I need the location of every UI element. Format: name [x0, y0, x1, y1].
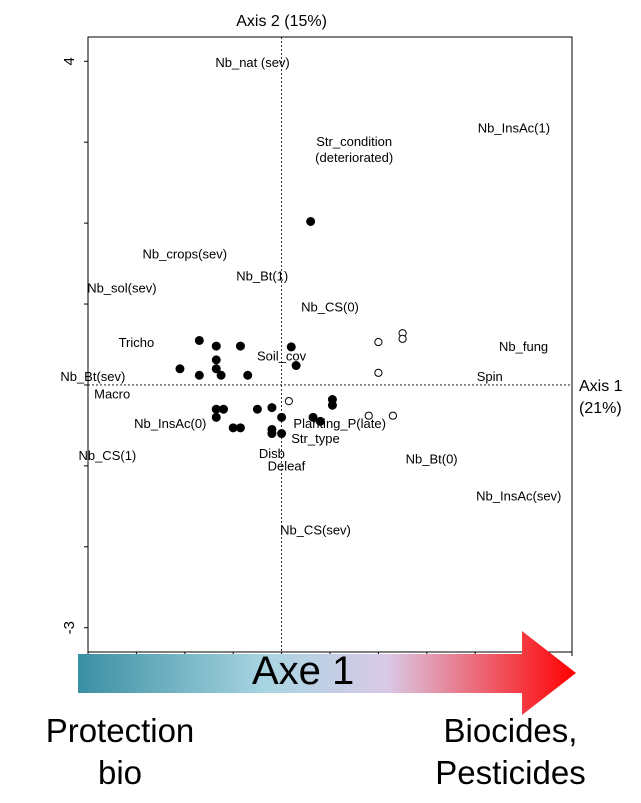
variable-label-line: Spin: [477, 369, 503, 384]
filled-point: [291, 361, 301, 371]
variable-label-line: Nb_fung: [499, 339, 548, 354]
variable-label: Spin: [477, 369, 503, 384]
variable-label-line: Nb_sol(sev): [87, 281, 156, 296]
filled-point: [315, 416, 325, 426]
filled-point: [175, 364, 185, 374]
variable-label: Nb_InsAc(1): [478, 120, 550, 135]
filled-point: [286, 342, 296, 352]
variable-label-line: Nb_Bt(sev): [60, 369, 125, 384]
variable-label-line: Str_type: [291, 431, 339, 446]
variable-label-line: Nb_crops(sev): [143, 247, 228, 262]
variable-label-line: Nb_InsAc(sev): [476, 489, 561, 504]
variable-label-line: Nb_CS(sev): [280, 523, 351, 538]
caption-left-line-2: bio: [97, 754, 143, 791]
open-point: [364, 411, 373, 420]
filled-point: [277, 412, 287, 422]
filled-point: [211, 412, 221, 422]
variable-label-line: Nb_nat (sev): [215, 55, 289, 70]
variable-label-line: Tricho: [119, 335, 155, 350]
caption-biocides-pesticides: Biocides, Pesticides: [380, 710, 641, 794]
variable-label: Tricho: [119, 335, 155, 350]
filled-point: [235, 423, 245, 433]
variable-label-line: Planting_P(late): [293, 416, 386, 431]
axe-1-gradient-arrow: [78, 631, 576, 715]
filled-point: [306, 217, 316, 226]
variable-label: Nb_InsAc(sev): [476, 489, 561, 504]
variable-label-line: (deteriorated): [315, 150, 393, 165]
axis-1-title: Axis 1 (21%): [579, 378, 623, 417]
filled-point: [219, 404, 229, 414]
filled-point: [216, 370, 226, 380]
variable-label: Str_type: [291, 431, 339, 446]
open-point: [284, 397, 293, 406]
variable-label: Macro: [94, 387, 130, 402]
axis-1-title-line: (21%): [579, 400, 622, 417]
variable-label-line: Nb_InsAc(0): [134, 416, 206, 431]
variable-label-line: Nb_Bt(0): [406, 451, 458, 466]
variable-label-line: Str_condition: [316, 134, 392, 149]
variable-label: Disb: [259, 446, 285, 461]
filled-point: [327, 400, 337, 410]
axis-1-title-line: Axis 1: [579, 378, 623, 395]
filled-point: [252, 404, 262, 414]
filled-point: [194, 370, 204, 380]
variable-label-line: Nb_CS(0): [301, 299, 359, 314]
variable-label: Nb_crops(sev): [143, 247, 228, 262]
variable-label: Soil_cov: [257, 349, 307, 364]
variable-label-line: Macro: [94, 387, 130, 402]
variable-label: Nb_InsAc(0): [134, 416, 206, 431]
variable-label: Deleaf: [268, 459, 306, 474]
caption-right-line-1: Biocides,: [443, 712, 578, 749]
filled-point: [235, 341, 245, 351]
variable-label: Nb_nat (sev): [215, 55, 289, 70]
variable-label: Nb_fung: [499, 339, 548, 354]
data-points: [175, 217, 407, 439]
variable-labels: Nb_nat (sev) Nb_InsAc(1) Str_condition (det…: [60, 55, 561, 538]
variable-label: Nb_CS(sev): [280, 523, 351, 538]
filled-point: [194, 335, 204, 345]
variable-label: Nb_Bt(1): [236, 269, 288, 284]
variable-label: Str_condition (deteriorated): [315, 134, 393, 165]
open-point: [374, 337, 383, 347]
filled-point: [243, 370, 253, 380]
filled-point: [308, 412, 318, 422]
variable-label-line: Nb_InsAc(1): [478, 120, 550, 135]
variable-label-line: Soil_cov: [257, 349, 307, 364]
open-point: [388, 411, 398, 420]
variable-label: Nb_sol(sev): [87, 281, 156, 296]
variable-label-line: Nb_Bt(1): [236, 269, 288, 284]
caption-right-line-2: Pesticides: [435, 754, 586, 791]
variable-label: Nb_CS(0): [301, 299, 359, 314]
variable-label: Planting_P(late): [293, 416, 386, 431]
filled-point: [267, 429, 277, 439]
filled-point: [267, 403, 277, 413]
axis-2-title: Axis 2 (15%): [236, 13, 327, 30]
axis-titles: Axis 2 (15%) Axis 1 (21%): [236, 13, 622, 417]
filled-point: [211, 355, 221, 365]
filled-point: [211, 364, 221, 374]
y-tick-label: 4: [61, 57, 78, 65]
variable-label: Nb_Bt(0): [406, 451, 458, 466]
variable-label: Nb_CS(1): [78, 448, 136, 463]
filled-point: [277, 429, 287, 439]
axe-1-label: Axe 1: [252, 649, 355, 693]
variable-label-line: Disb: [259, 446, 285, 461]
open-point: [374, 368, 383, 377]
open-point: [398, 334, 407, 343]
variable-label: Nb_Bt(sev): [60, 369, 125, 384]
y-tick-label: -3: [61, 621, 78, 634]
caption-protection-bio: Protection bio: [0, 710, 240, 794]
variable-label-line: Nb_CS(1): [78, 448, 136, 463]
caption-left-line-1: Protection: [45, 712, 195, 749]
filled-point: [211, 341, 221, 351]
variable-label-line: Deleaf: [268, 459, 306, 474]
